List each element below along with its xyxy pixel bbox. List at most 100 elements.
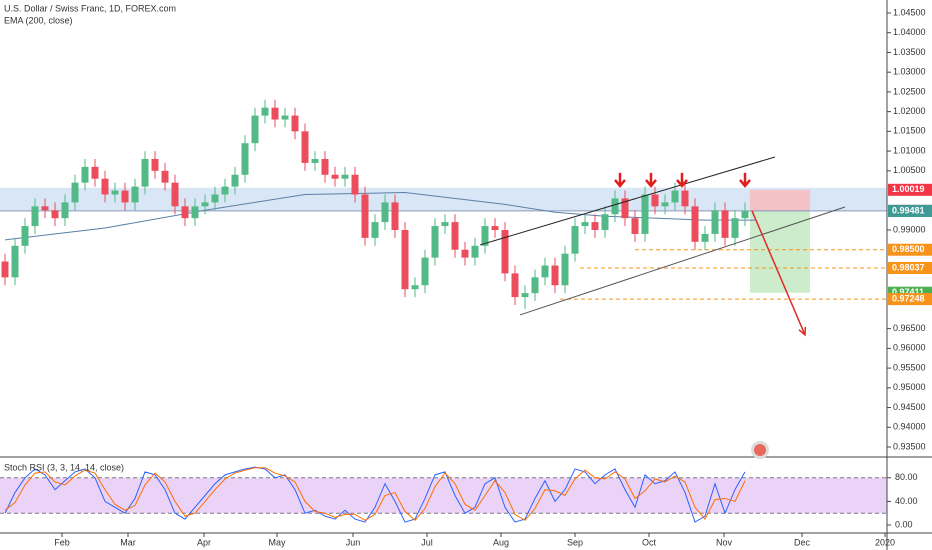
candle-body bbox=[251, 115, 259, 144]
trendline bbox=[479, 156, 776, 246]
down-arrow-marker bbox=[614, 172, 626, 188]
stoch-tick-label: 40.00 bbox=[895, 496, 918, 506]
down-arrow-marker bbox=[676, 172, 688, 188]
price-pane bbox=[0, 99, 887, 337]
x-tick-label: Apr bbox=[197, 537, 211, 547]
y-tick-label: 0.96500 bbox=[893, 323, 926, 333]
y-tick-label: 0.94500 bbox=[893, 402, 926, 412]
candle-body bbox=[301, 131, 309, 163]
ema-line bbox=[4, 192, 755, 241]
candle-body bbox=[581, 222, 589, 227]
y-tick-label: 1.01500 bbox=[893, 126, 926, 136]
x-tick-label: Feb bbox=[54, 537, 70, 547]
candle-body bbox=[671, 190, 679, 203]
candle-body bbox=[141, 158, 149, 187]
candle-body bbox=[501, 230, 509, 274]
y-tick-label: 1.03500 bbox=[893, 47, 926, 57]
chart-title: U.S. Dollar / Swiss Franc, 1D, FOREX.com bbox=[4, 3, 176, 13]
price-label-box bbox=[888, 243, 932, 256]
candle-body bbox=[711, 210, 719, 234]
price-label-box bbox=[888, 205, 932, 218]
trendline bbox=[519, 206, 846, 316]
stoch-tick-label: 0.00 bbox=[895, 519, 913, 529]
down-arrow-marker bbox=[645, 172, 657, 188]
candle-body bbox=[421, 257, 429, 286]
candle-body bbox=[481, 226, 489, 246]
y-tick-label: 1.02500 bbox=[893, 86, 926, 96]
y-tick-label: 0.95000 bbox=[893, 382, 926, 392]
candle-body bbox=[271, 107, 279, 120]
price-label-box bbox=[888, 293, 932, 306]
stoch-pane bbox=[0, 466, 887, 523]
candle-body bbox=[441, 222, 449, 227]
candle-body bbox=[81, 166, 89, 183]
stoch-tick-label: 80.00 bbox=[895, 472, 918, 482]
candle-body bbox=[531, 277, 539, 294]
x-tick-label: Jul bbox=[421, 537, 433, 547]
price-label: 0.98037 bbox=[892, 262, 925, 272]
indicator-label: EMA (200, close) bbox=[4, 15, 73, 25]
candle-body bbox=[371, 222, 379, 238]
candle-body bbox=[201, 202, 209, 207]
target-box bbox=[750, 210, 810, 293]
candle-body bbox=[631, 218, 639, 234]
price-label: 0.97248 bbox=[892, 293, 925, 303]
logo bbox=[751, 441, 769, 459]
x-tick-label: Dec bbox=[794, 537, 811, 547]
candle-body bbox=[351, 174, 359, 195]
y-tick-label: 0.93500 bbox=[893, 441, 926, 451]
candle-body bbox=[31, 206, 39, 227]
candle-body bbox=[191, 206, 199, 219]
y-tick-label: 1.03000 bbox=[893, 67, 926, 77]
x-tick-label: Sep bbox=[567, 537, 583, 547]
y-tick-label: 1.00500 bbox=[893, 165, 926, 175]
candle-body bbox=[401, 230, 409, 290]
candle-body bbox=[511, 273, 519, 298]
x-tick-label: May bbox=[268, 537, 286, 547]
candle-body bbox=[331, 174, 339, 179]
candle-body bbox=[561, 253, 569, 286]
forecast-arrow bbox=[751, 210, 806, 336]
price-label: 0.98500 bbox=[892, 244, 925, 254]
candle-body bbox=[231, 174, 239, 187]
candle-body bbox=[321, 158, 329, 175]
candle-body bbox=[601, 214, 609, 230]
candle-body bbox=[21, 226, 29, 246]
candle-body bbox=[681, 190, 689, 207]
candle-body bbox=[701, 233, 709, 242]
y-tick-label: 0.96000 bbox=[893, 343, 926, 353]
stoch-title: Stoch RSI (3, 3, 14, 14, close) bbox=[4, 462, 124, 472]
candle-body bbox=[171, 182, 179, 207]
candle-body bbox=[621, 198, 629, 219]
candle-body bbox=[641, 194, 649, 234]
candle-body bbox=[741, 210, 749, 219]
candle-body bbox=[731, 218, 739, 238]
y-tick-label: 0.99000 bbox=[893, 224, 926, 234]
candle-body bbox=[381, 202, 389, 223]
x-tick-label: Oct bbox=[642, 537, 657, 547]
x-tick-label: Mar bbox=[120, 537, 136, 547]
candle-body bbox=[541, 265, 549, 278]
candle-body bbox=[281, 115, 289, 120]
candle-body bbox=[341, 174, 349, 179]
candle-body bbox=[491, 226, 499, 230]
candle-body bbox=[261, 107, 269, 116]
candle-body bbox=[661, 202, 669, 207]
candle-body bbox=[101, 178, 109, 195]
candle-body bbox=[111, 190, 119, 195]
price-label-box bbox=[888, 261, 932, 274]
stop-box bbox=[750, 189, 810, 211]
price-label: 0.99481 bbox=[892, 205, 925, 215]
candle-body bbox=[471, 245, 479, 258]
candle-body bbox=[451, 222, 459, 250]
price-label: 0.97411 bbox=[892, 287, 924, 297]
y-tick-label: 1.04500 bbox=[893, 7, 926, 17]
candle-body bbox=[611, 198, 619, 215]
x-tick-label: Nov bbox=[716, 537, 733, 547]
y-tick-label: 0.94000 bbox=[893, 422, 926, 432]
candle-body bbox=[361, 194, 369, 238]
y-tick-label: 1.02000 bbox=[893, 106, 926, 116]
candle-body bbox=[91, 166, 99, 179]
candle-body bbox=[221, 186, 229, 195]
candle-body bbox=[691, 206, 699, 242]
